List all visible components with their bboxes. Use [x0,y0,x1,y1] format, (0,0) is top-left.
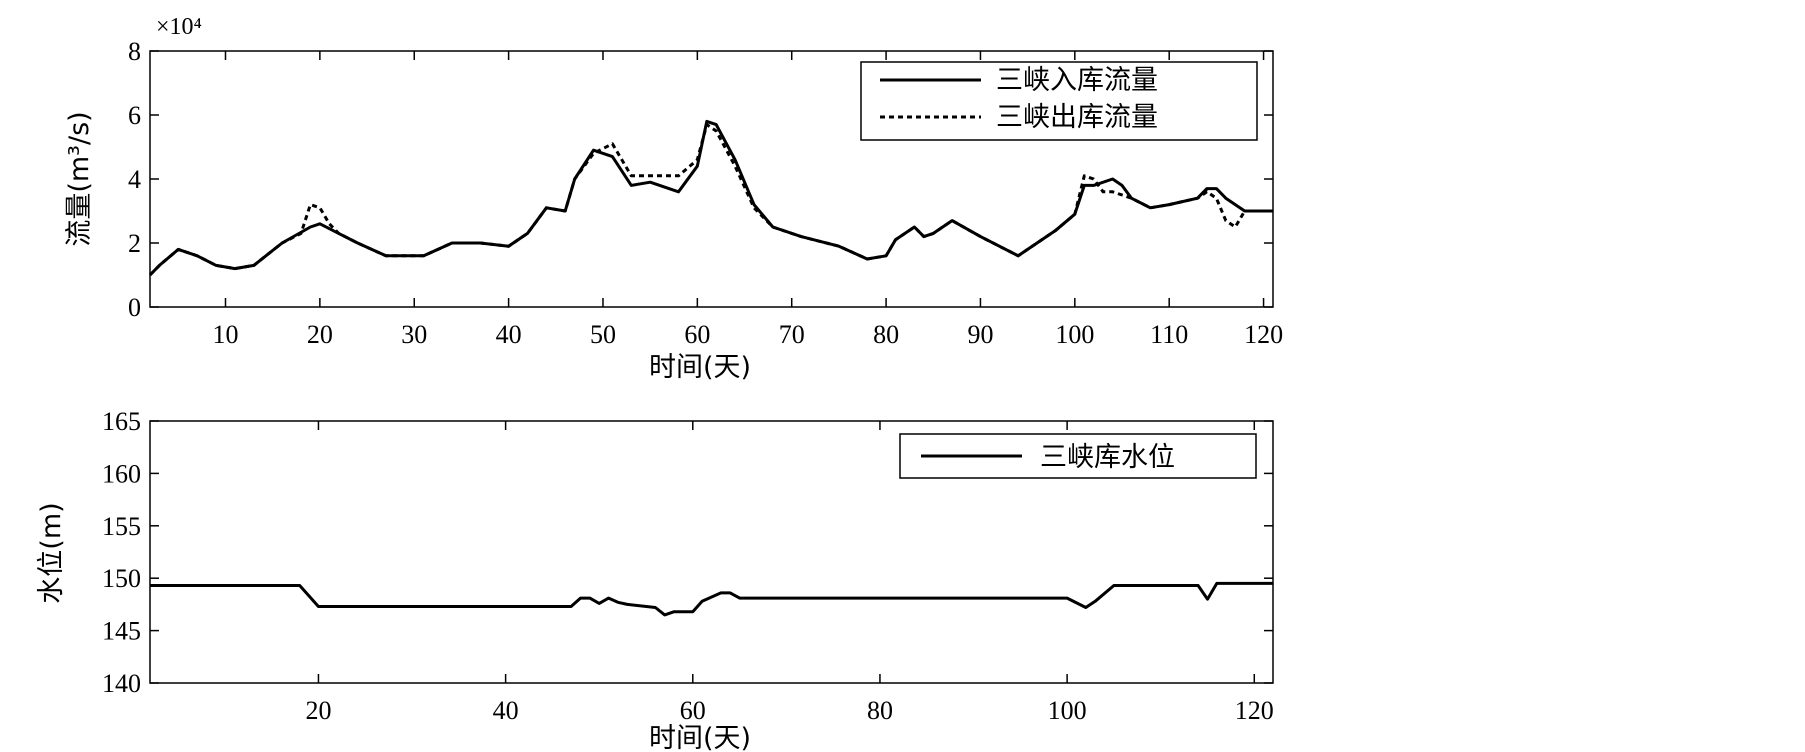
flow-axis-ticks: 10 20 30 40 50 60 70 80 90 100 110 120 0 2 4 6 8 [128,37,1283,349]
flow-x-axis-label: 时间(天) [649,352,751,383]
flow-legend-box [860,61,1258,141]
flow-y-tick-label: 6 [128,101,141,130]
level-x-tick-label: 40 [493,696,519,725]
level-y-tick-label: 165 [102,407,141,436]
flow-y-tick-label: 0 [128,293,141,322]
flow-x-tick-label: 80 [873,320,899,349]
level-legend-label: 三峡库水位 [1040,442,1175,473]
level-y-tick-label: 150 [102,564,141,593]
level-y-tick-label: 145 [102,617,141,646]
flow-y-axis-label: 流量(m³/s) [64,111,95,246]
flow-x-tick-label: 120 [1244,320,1283,349]
flow-x-tick-label: 10 [212,320,238,349]
flow-chart: 10 20 30 40 50 60 70 80 90 100 110 120 0 2 4 6 8 ×10⁴ 流量… [64,14,1283,383]
flow-legend-outflow-label: 三峡出库流量 [996,102,1158,133]
level-x-tick-label: 80 [867,696,893,725]
level-x-tick-label: 100 [1048,696,1087,725]
level-legend: 三峡库水位 [899,433,1257,479]
level-x-tick-label: 60 [680,696,706,725]
level-y-tick-label: 140 [102,669,141,698]
flow-x-tick-label: 30 [401,320,427,349]
level-series-line-0 [150,581,1273,617]
flow-x-tick-label: 50 [590,320,616,349]
flow-y-tick-label: 2 [128,229,141,258]
flow-legend: 三峡入库流量 三峡出库流量 [860,61,1258,141]
level-axis-ticks: 20 40 60 80 100 120 140 145 150 155 160 165 [102,407,1274,725]
level-y-tick-label: 160 [102,459,141,488]
flow-x-tick-label: 70 [779,320,805,349]
flow-x-tick-label: 100 [1055,320,1094,349]
flow-y-tick-label: 8 [128,37,141,66]
flow-y-scale-label: ×10⁴ [156,14,202,40]
level-y-axis-label: 水位(m) [36,502,67,603]
flow-series-lines [148,119,1273,277]
flow-x-tick-label: 110 [1150,320,1188,349]
flow-x-tick-label: 90 [967,320,993,349]
level-x-tick-label: 120 [1235,696,1274,725]
level-x-axis-label: 时间(天) [649,723,751,752]
level-plot-frame [149,420,1274,684]
flow-series-line-1 [148,123,1273,277]
level-series-lines [150,581,1273,617]
level-y-tick-label: 155 [102,512,141,541]
flow-x-tick-label: 40 [496,320,522,349]
flow-y-tick-label: 4 [128,165,141,194]
flow-x-tick-label: 60 [684,320,710,349]
flow-legend-inflow-label: 三峡入库流量 [996,65,1158,96]
flow-series-line-0 [148,119,1273,277]
level-chart: 20 40 60 80 100 120 140 145 150 155 160 165 水位(m) 时… [36,407,1274,752]
level-x-tick-label: 20 [305,696,331,725]
flow-x-tick-label: 20 [307,320,333,349]
